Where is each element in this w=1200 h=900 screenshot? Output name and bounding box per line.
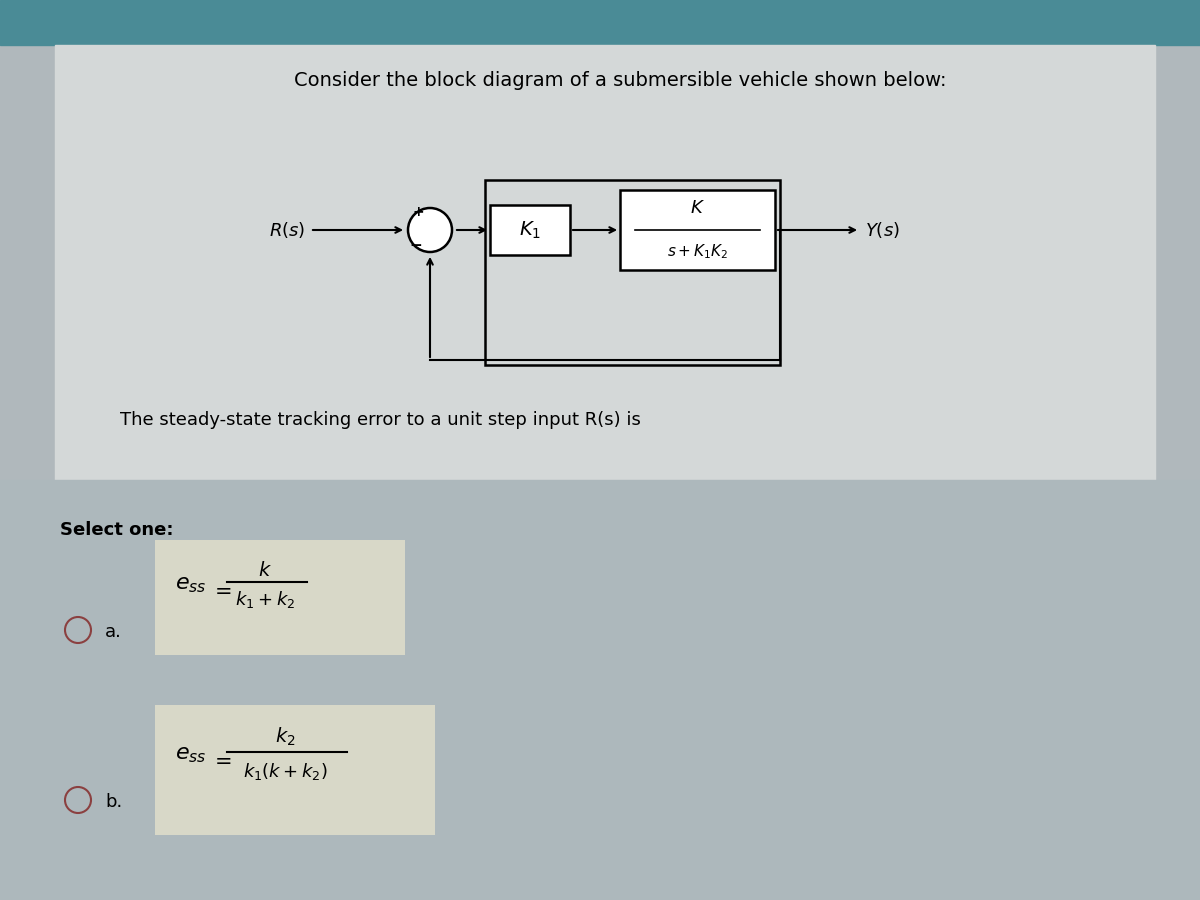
Bar <box>155 540 406 655</box>
Bar <box>485 180 780 365</box>
Bar <box>490 205 570 255</box>
Text: Consider the block diagram of a submersible vehicle shown below:: Consider the block diagram of a submersi… <box>294 70 947 89</box>
Text: $Y(s)$: $Y(s)$ <box>865 220 900 240</box>
Text: $K$: $K$ <box>690 199 706 217</box>
Bar <box>155 705 436 835</box>
Text: −: − <box>409 238 422 254</box>
Text: $s+K_1K_2$: $s+K_1K_2$ <box>667 243 728 261</box>
Text: +: + <box>412 205 424 219</box>
Text: a.: a. <box>106 623 122 641</box>
Bar <box>55 45 1154 480</box>
Text: $k_1(k+k_2)$: $k_1(k+k_2)$ <box>242 761 328 782</box>
Bar <box>0 0 1200 45</box>
Text: $k$: $k$ <box>258 561 272 580</box>
Text: $=$: $=$ <box>210 750 232 770</box>
Bar <box>620 190 775 270</box>
Text: $K_1$: $K_1$ <box>518 220 541 240</box>
Text: The steady-state tracking error to a unit step input R(s) is: The steady-state tracking error to a uni… <box>120 411 641 429</box>
Text: $k_2$: $k_2$ <box>275 725 295 748</box>
Circle shape <box>408 208 452 252</box>
Text: $e_{ss}$: $e_{ss}$ <box>175 745 206 765</box>
Bar <box>0 480 1200 900</box>
Text: b.: b. <box>106 793 122 811</box>
Text: $=$: $=$ <box>210 580 232 600</box>
Text: $e_{ss}$: $e_{ss}$ <box>175 575 206 595</box>
Text: $R(s)$: $R(s)$ <box>269 220 305 240</box>
Text: $k_1+k_2$: $k_1+k_2$ <box>235 590 295 610</box>
Text: Select one:: Select one: <box>60 521 174 539</box>
